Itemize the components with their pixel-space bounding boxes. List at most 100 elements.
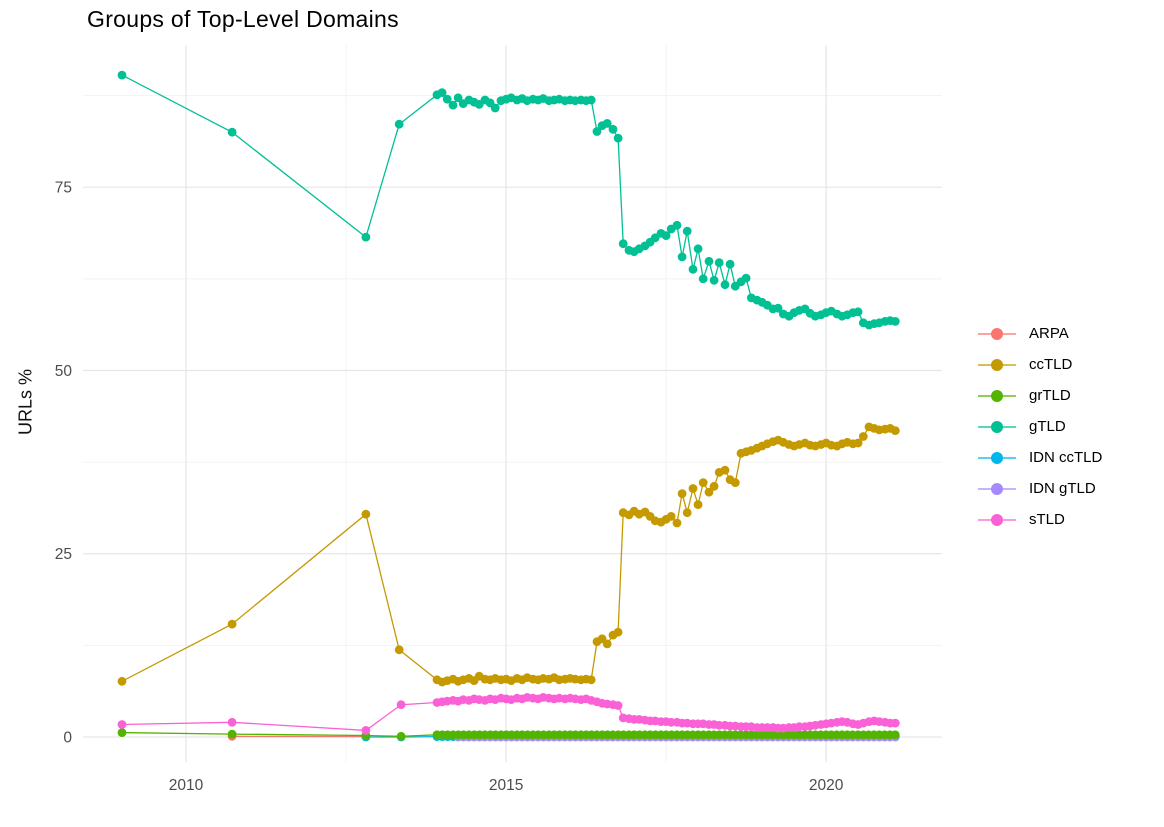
data-point-gtld [688, 264, 698, 274]
data-point-cctld [858, 432, 868, 441]
data-point-cctld [602, 639, 612, 649]
legend-marker-stld [978, 513, 1016, 526]
data-point-gtld [890, 317, 900, 326]
data-point-stld [890, 718, 900, 728]
data-point-gtld [448, 100, 458, 110]
legend-label: IDN gTLD [1029, 480, 1096, 497]
y-tick-label: 0 [63, 730, 72, 747]
data-point-gtld [490, 103, 500, 113]
series-grtld [117, 728, 900, 741]
data-point-cctld [394, 645, 404, 655]
chart-title: Groups of Top-Level Domains [87, 6, 399, 32]
legend-dot-icon [991, 327, 1003, 340]
legend-item-arpa: ARPA [978, 318, 1102, 349]
legend: ARPA ccTLD grTLD gTLD IDN ccTLD IDN gTLD sTLD [978, 318, 1102, 535]
legend-item-idn-cctld: IDN ccTLD [978, 442, 1102, 473]
data-point-gtld [602, 119, 612, 128]
legend-dot-icon [991, 358, 1003, 371]
y-tick-label: 75 [55, 180, 72, 197]
legend-dot-icon [991, 513, 1003, 526]
data-point-cctld [361, 509, 371, 519]
gridlines-major [83, 45, 942, 762]
data-point-cctld [682, 508, 692, 518]
data-point-cctld [698, 478, 708, 487]
series-stld [117, 693, 900, 735]
data-point-gtld [720, 280, 730, 290]
y-axis-title: URLs % [15, 368, 36, 436]
data-point-gtld [117, 70, 127, 80]
legend-dot-icon [991, 482, 1003, 495]
data-point-gtld [227, 127, 237, 137]
legend-label: ARPA [1029, 325, 1069, 342]
data-point-gtld [725, 259, 735, 269]
data-point-gtld [361, 232, 371, 242]
data-point-cctld [677, 489, 687, 498]
data-point-gtld [394, 119, 404, 129]
legend-label: sTLD [1029, 511, 1065, 528]
legend-marker-grtld [978, 389, 1016, 402]
data-point-cctld [704, 487, 714, 497]
data-point-gtld [608, 124, 618, 134]
legend-label: gTLD [1029, 418, 1066, 435]
x-tick-label: 2020 [809, 777, 844, 794]
data-point-gtld [773, 303, 783, 313]
data-point-gtld [693, 244, 703, 254]
data-point-gtld [437, 88, 447, 97]
data-point-grtld [396, 731, 406, 741]
data-point-cctld [693, 500, 703, 509]
data-point-cctld [613, 627, 623, 637]
data-point-gtld [682, 226, 692, 236]
data-point-stld [117, 720, 127, 729]
data-point-grtld [117, 728, 127, 737]
legend-marker-cctld [978, 358, 1016, 371]
data-point-gtld [586, 95, 596, 105]
data-point-cctld [227, 619, 237, 629]
x-tick-label: 2015 [489, 777, 523, 794]
legend-label: IDN ccTLD [1029, 449, 1103, 466]
legend-marker-idn-cctld [978, 451, 1016, 464]
series-gtld [117, 70, 900, 330]
legend-marker-gtld [978, 420, 1016, 433]
data-point-cctld [117, 676, 127, 686]
legend-item-cctld: ccTLD [978, 349, 1102, 380]
data-point-cctld [586, 675, 596, 685]
data-point-cctld [730, 478, 740, 487]
data-point-gtld [741, 273, 751, 283]
data-point-cctld [666, 512, 676, 521]
data-point-gtld [442, 94, 452, 104]
legend-dot-icon [991, 389, 1003, 402]
data-point-cctld [672, 518, 682, 528]
data-point-cctld [890, 426, 900, 435]
legend-label: grTLD [1029, 387, 1071, 404]
legend-dot-icon [991, 420, 1003, 433]
series-cctld [117, 422, 900, 687]
data-point-gtld [709, 275, 719, 285]
legend-label: ccTLD [1029, 356, 1073, 373]
data-point-stld [613, 701, 623, 710]
data-point-gtld [661, 231, 671, 241]
legend-item-idn-gtld: IDN gTLD [978, 473, 1102, 504]
data-point-stld [361, 726, 371, 735]
data-point-gtld [704, 256, 714, 266]
legend-item-stld: sTLD [978, 504, 1102, 535]
data-point-gtld [613, 133, 623, 143]
data-point-gtld [677, 252, 687, 262]
data-point-gtld [618, 239, 628, 249]
data-point-gtld [453, 93, 463, 103]
data-point-gtld [592, 127, 602, 136]
data-point-stld [227, 717, 237, 727]
gridlines-minor [83, 45, 942, 762]
x-tick-label: 2010 [169, 777, 204, 794]
legend-dot-icon [991, 451, 1003, 464]
data-point-gtld [714, 258, 724, 268]
y-axis-tick-labels: 0 25 50 75 [55, 180, 73, 747]
legend-marker-idn-gtld [978, 482, 1016, 495]
data-point-cctld [720, 465, 730, 475]
legend-item-gtld: gTLD [978, 411, 1102, 442]
legend-marker-arpa [978, 327, 1016, 340]
data-point-gtld [698, 274, 708, 284]
data-point-gtld [672, 220, 682, 230]
y-tick-label: 25 [55, 546, 72, 563]
